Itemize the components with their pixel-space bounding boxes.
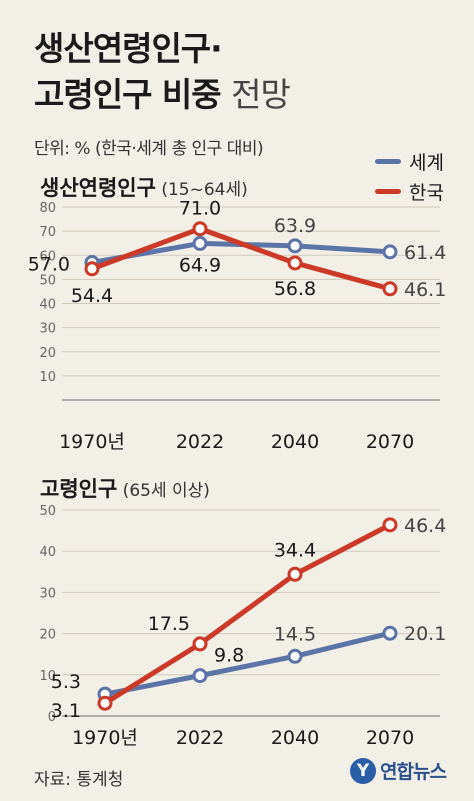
chart-1-title-main: 고령인구	[40, 477, 117, 501]
legend-label-world: 세계	[409, 151, 444, 174]
chart-0-title-main: 생산연령인구	[40, 176, 156, 200]
chart-0-xtick-label: 2070	[366, 431, 414, 453]
chart-1-ytick-label: 20	[39, 628, 56, 643]
chart-1-xtick-label: 2022	[176, 727, 224, 749]
chart-1-ytick-label: 30	[39, 586, 56, 601]
chart-1-data-label-world: 14.5	[274, 623, 316, 645]
title-line-2-light: 전망	[231, 75, 291, 114]
chart-0-data-label-world: 61.4	[404, 242, 446, 264]
chart-0-point-world	[382, 244, 398, 260]
chart-1-point-korea	[382, 517, 398, 533]
chart-0-ytick-label: 70	[39, 225, 56, 240]
chart-0-point-world	[192, 235, 208, 251]
legend-item-world: 세계	[375, 146, 444, 176]
chart-0-point-korea	[84, 261, 100, 277]
chart-0-series-line-korea	[89, 226, 393, 292]
unit-note: 단위: % (한국·세계 총 인구 대비)	[34, 139, 264, 159]
chart-0-xtick-label: 1970년	[59, 431, 125, 453]
chart-0-subtitle: (15~64세)	[156, 180, 248, 200]
chart-1-data-label-world: 5.3	[51, 671, 81, 693]
chart-0-ytick-label: 40	[39, 298, 56, 313]
chart-0-point-korea	[382, 281, 398, 297]
chart-0-xtick-label: 2040	[271, 431, 319, 453]
chart-1-series-line-korea	[102, 522, 393, 706]
chart-1-data-label-korea: 17.5	[148, 613, 190, 635]
chart-0-title: 생산연령인구 (15~64세)	[40, 176, 248, 200]
legend: 세계 한국	[375, 146, 444, 206]
chart-1-point-world	[192, 668, 208, 684]
chart-1-title: 고령인구 (65세 이상)	[40, 477, 210, 501]
chart-0-ytick-label: 20	[39, 346, 56, 361]
chart-1-xtick-label: 2070	[366, 727, 414, 749]
chart-1-ytick-label: 50	[39, 504, 56, 519]
chart-1-data-label-korea: 46.4	[404, 515, 446, 537]
chart-1-series-line-world	[102, 630, 393, 697]
charts-canvas: 생산연령인구 (15~64세) 10 20 30 40 50 60 70 80 1970년 2022…	[28, 176, 447, 749]
chart-1-point-world	[287, 648, 303, 664]
chart-0-ytick-label: 10	[39, 370, 56, 385]
title-line-2-bold: 고령인구 비중	[34, 75, 222, 114]
title-line-2: 고령인구 비중 전망	[34, 72, 291, 118]
chart-0-ytick-label: 80	[39, 201, 56, 216]
chart-0-point-korea	[287, 255, 303, 271]
legend-swatch-korea	[375, 188, 401, 194]
chart-0-ytick-label: 50	[39, 273, 56, 288]
chart-1-point-world	[382, 625, 398, 641]
chart-1-data-label-korea: 34.4	[274, 539, 316, 561]
chart-0-data-label-world: 63.9	[274, 215, 316, 237]
chart-1-xtick-label: 1970년	[72, 727, 138, 749]
chart-1-point-korea	[97, 695, 113, 711]
title-line-1: 생산연령인구·	[34, 29, 223, 68]
chart-0-data-label-korea: 54.4	[71, 285, 113, 307]
chart-0-ytick-label: 30	[39, 322, 56, 337]
chart-0-data-label-korea: 56.8	[274, 278, 316, 300]
yonhap-logo-mark: Y	[350, 757, 376, 784]
chart-1-point-korea	[192, 636, 208, 652]
yonhap-logo: Y 연합뉴스	[350, 757, 447, 784]
chart-1-xtick-label: 2040	[271, 727, 319, 749]
chart-0-ytick-label: 60	[39, 249, 56, 264]
chart-1-data-label-world: 20.1	[404, 623, 446, 645]
source-note: 자료: 통계청	[34, 770, 124, 790]
chart-1-point-korea	[287, 566, 303, 582]
chart-0-data-label-korea: 71.0	[179, 198, 221, 220]
legend-item-korea: 한국	[375, 176, 444, 206]
chart-0-xtick-label: 2022	[176, 431, 224, 453]
chart-1-ytick-label: 10	[39, 669, 56, 684]
legend-swatch-world	[375, 158, 401, 164]
chart-0-data-label-world: 64.9	[179, 254, 221, 276]
yonhap-logo-text: 연합뉴스	[380, 761, 447, 783]
chart-1-ytick-label: 40	[39, 545, 56, 560]
chart-1-subtitle: (65세 이상)	[117, 481, 210, 501]
chart-title: 생산연령인구· 고령인구 비중 전망	[34, 26, 291, 118]
chart-1-data-label-korea: 3.1	[51, 700, 81, 722]
chart-0-data-label-world: 57.0	[28, 253, 70, 275]
chart-0-data-label-korea: 46.1	[404, 279, 446, 301]
chart-0-point-korea	[192, 221, 208, 237]
chart-1-data-label-world: 9.8	[214, 645, 244, 667]
legend-label-korea: 한국	[409, 181, 444, 204]
chart-1-ytick-label: 0	[48, 710, 56, 725]
chart-0-point-world	[287, 238, 303, 254]
